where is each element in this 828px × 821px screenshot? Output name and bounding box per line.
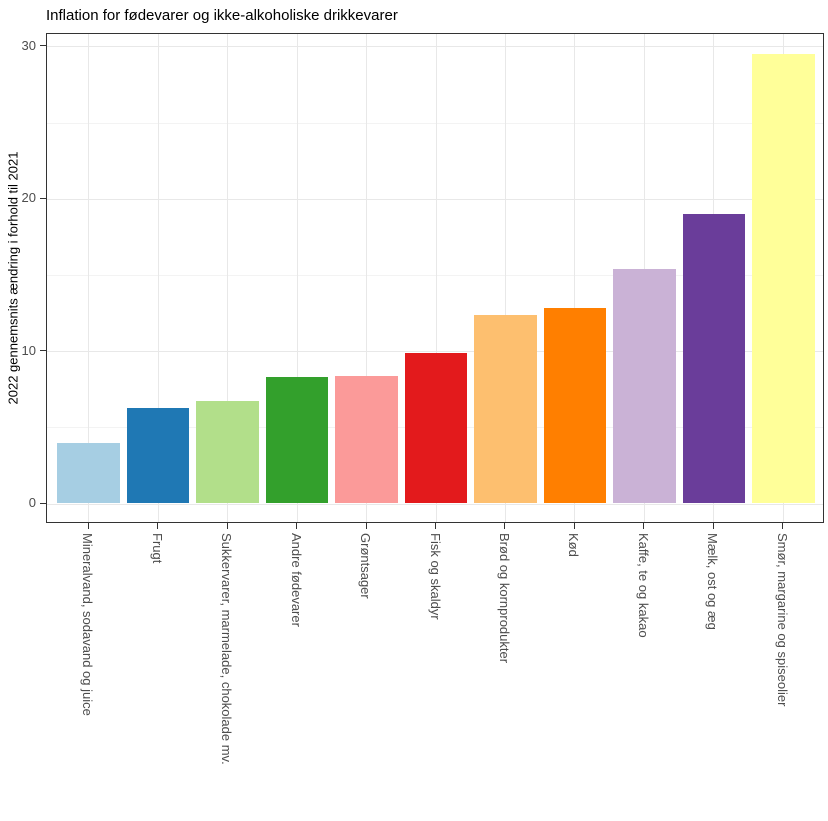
gridline-vertical-3 (296, 34, 298, 522)
x-tick-label-4: Grøntsager (358, 533, 374, 599)
x-tick-mark-2 (226, 523, 228, 529)
x-tick-mark-3 (296, 523, 298, 529)
y-tick-label-10: 10 (21, 342, 36, 358)
gridline-minor-15 (47, 274, 823, 276)
y-tick-label-0: 0 (28, 495, 36, 510)
bar-Mælk, ost og æg (682, 214, 746, 504)
gridline-vertical-1 (157, 34, 159, 522)
y-tick-mark-0 (40, 502, 46, 504)
x-tick-mark-1 (157, 523, 159, 529)
x-tick-label-6: Brød og kornprodukter (496, 533, 512, 664)
gridline-major-0 (47, 503, 823, 505)
x-tick-label-5: Fisk og skaldyr (427, 533, 443, 620)
x-tick-mark-10 (782, 523, 784, 529)
y-tick-label-20: 20 (21, 190, 36, 206)
x-tick-mark-8 (643, 523, 645, 529)
gridline-major-20 (47, 198, 823, 200)
y-tick-mark-30 (40, 45, 46, 47)
x-tick-label-1: Frugt (149, 533, 165, 564)
bar-Fisk og skaldyr (404, 352, 468, 504)
x-tick-label-9: Mælk, ost og æg (705, 533, 721, 630)
gridline-major-30 (47, 46, 823, 48)
gridline-minor-25 (47, 122, 823, 124)
bar-Andre fødevarer (265, 377, 329, 504)
gridline-vertical-4 (366, 34, 368, 522)
gridline-major-10 (47, 351, 823, 353)
bar-Smør, margarine og spiseolier (752, 54, 815, 504)
gridline-vertical-5 (435, 34, 437, 522)
y-tick-mark-10 (40, 350, 46, 352)
bar-Kød (543, 308, 607, 504)
x-tick-label-3: Andre fødevarer (288, 533, 304, 627)
bar-Kaffe, te og kakao (613, 268, 676, 504)
gridline-vertical-7 (574, 34, 576, 522)
gridline-vertical-0 (88, 34, 90, 522)
plot-panel (46, 33, 824, 523)
bar-Grøntsager (335, 375, 398, 504)
y-tick-mark-20 (40, 197, 46, 199)
x-tick-label-0: Mineralvand, sodavand og juice (80, 533, 96, 716)
gridline-vertical-2 (227, 34, 229, 522)
x-tick-label-10: Smør, margarine og spiseolier (774, 533, 790, 707)
bar-Frugt (126, 407, 190, 504)
x-tick-mark-5 (435, 523, 436, 529)
x-tick-label-2: Sukkervarer, marmelade, chokolade mv. (219, 533, 235, 765)
x-tick-mark-0 (87, 523, 89, 529)
bar-Brød og kornprodukter (474, 314, 537, 504)
x-tick-mark-9 (712, 523, 714, 529)
y-axis-title: 2022 gennemsnits ændring i forhold til 2… (5, 151, 21, 405)
x-tick-mark-4 (365, 523, 367, 529)
gridline-vertical-6 (504, 34, 506, 522)
x-tick-mark-6 (504, 523, 506, 529)
x-tick-label-7: Kød (566, 533, 582, 557)
x-tick-mark-7 (573, 523, 575, 529)
chart-title: Inflation for fødevarer og ikke-alkoholi… (46, 7, 398, 24)
bar-Sukkervarer, marmelade, chokolade mv. (196, 401, 259, 504)
x-tick-label-8: Kaffe, te og kakao (635, 533, 651, 638)
y-tick-label-30: 30 (21, 37, 36, 53)
bar-Mineralvand, sodavand og juice (57, 442, 120, 504)
